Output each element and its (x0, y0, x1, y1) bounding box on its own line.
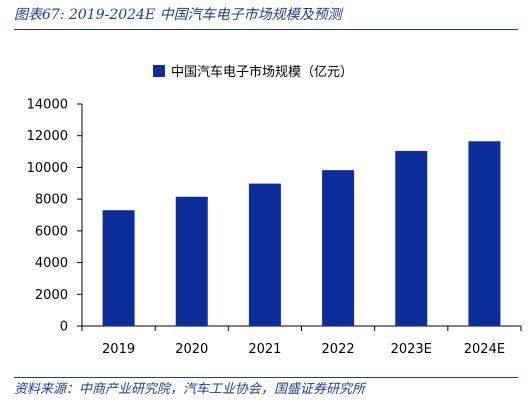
title-divider (14, 29, 518, 30)
legend-label: 中国汽车电子市场规模（亿元） (171, 64, 353, 80)
x-tick-label: 2023E (391, 342, 432, 357)
legend: 中国汽车电子市场规模（亿元） (153, 64, 353, 80)
x-tick-label: 2022 (322, 342, 355, 357)
bar-2023E (395, 150, 428, 326)
y-tick-label: 8000 (35, 193, 68, 208)
y-axis: 0 2000 4000 6000 8000 10000 12000 14000 (27, 98, 83, 335)
bar-2020 (175, 196, 208, 326)
x-axis: 2019 2020 2021 2022 2023E 2024E (81, 325, 522, 357)
source-divider (14, 377, 518, 378)
y-tick-label: 14000 (27, 98, 68, 113)
bar-2022 (322, 170, 355, 326)
bar-2021 (248, 183, 281, 326)
x-tick-label: 2019 (102, 342, 135, 357)
x-tick-label: 2020 (175, 342, 208, 357)
y-tick-label: 12000 (27, 129, 68, 144)
x-tick-label: 2021 (248, 342, 281, 357)
figure-title: 图表67: 2019-2024E 中国汽车电子市场规模及预测 (14, 7, 342, 23)
y-tick-label: 2000 (35, 288, 68, 303)
figure-source: 资料来源：中商产业研究院，汽车工业协会，国盛证券研究所 (14, 382, 366, 397)
bar-2024E (468, 141, 501, 326)
y-tick-label: 0 (60, 320, 68, 335)
y-tick-label: 6000 (35, 224, 68, 239)
legend-swatch (153, 65, 165, 77)
bars (102, 141, 501, 326)
bar-chart: 中国汽车电子市场规模（亿元） 0 2000 4000 6000 8000 10000 120… (27, 64, 522, 357)
y-tick-label: 4000 (35, 256, 68, 271)
bar-2019 (102, 210, 135, 326)
x-tick-label: 2024E (464, 342, 505, 357)
y-tick-label: 10000 (27, 161, 68, 176)
